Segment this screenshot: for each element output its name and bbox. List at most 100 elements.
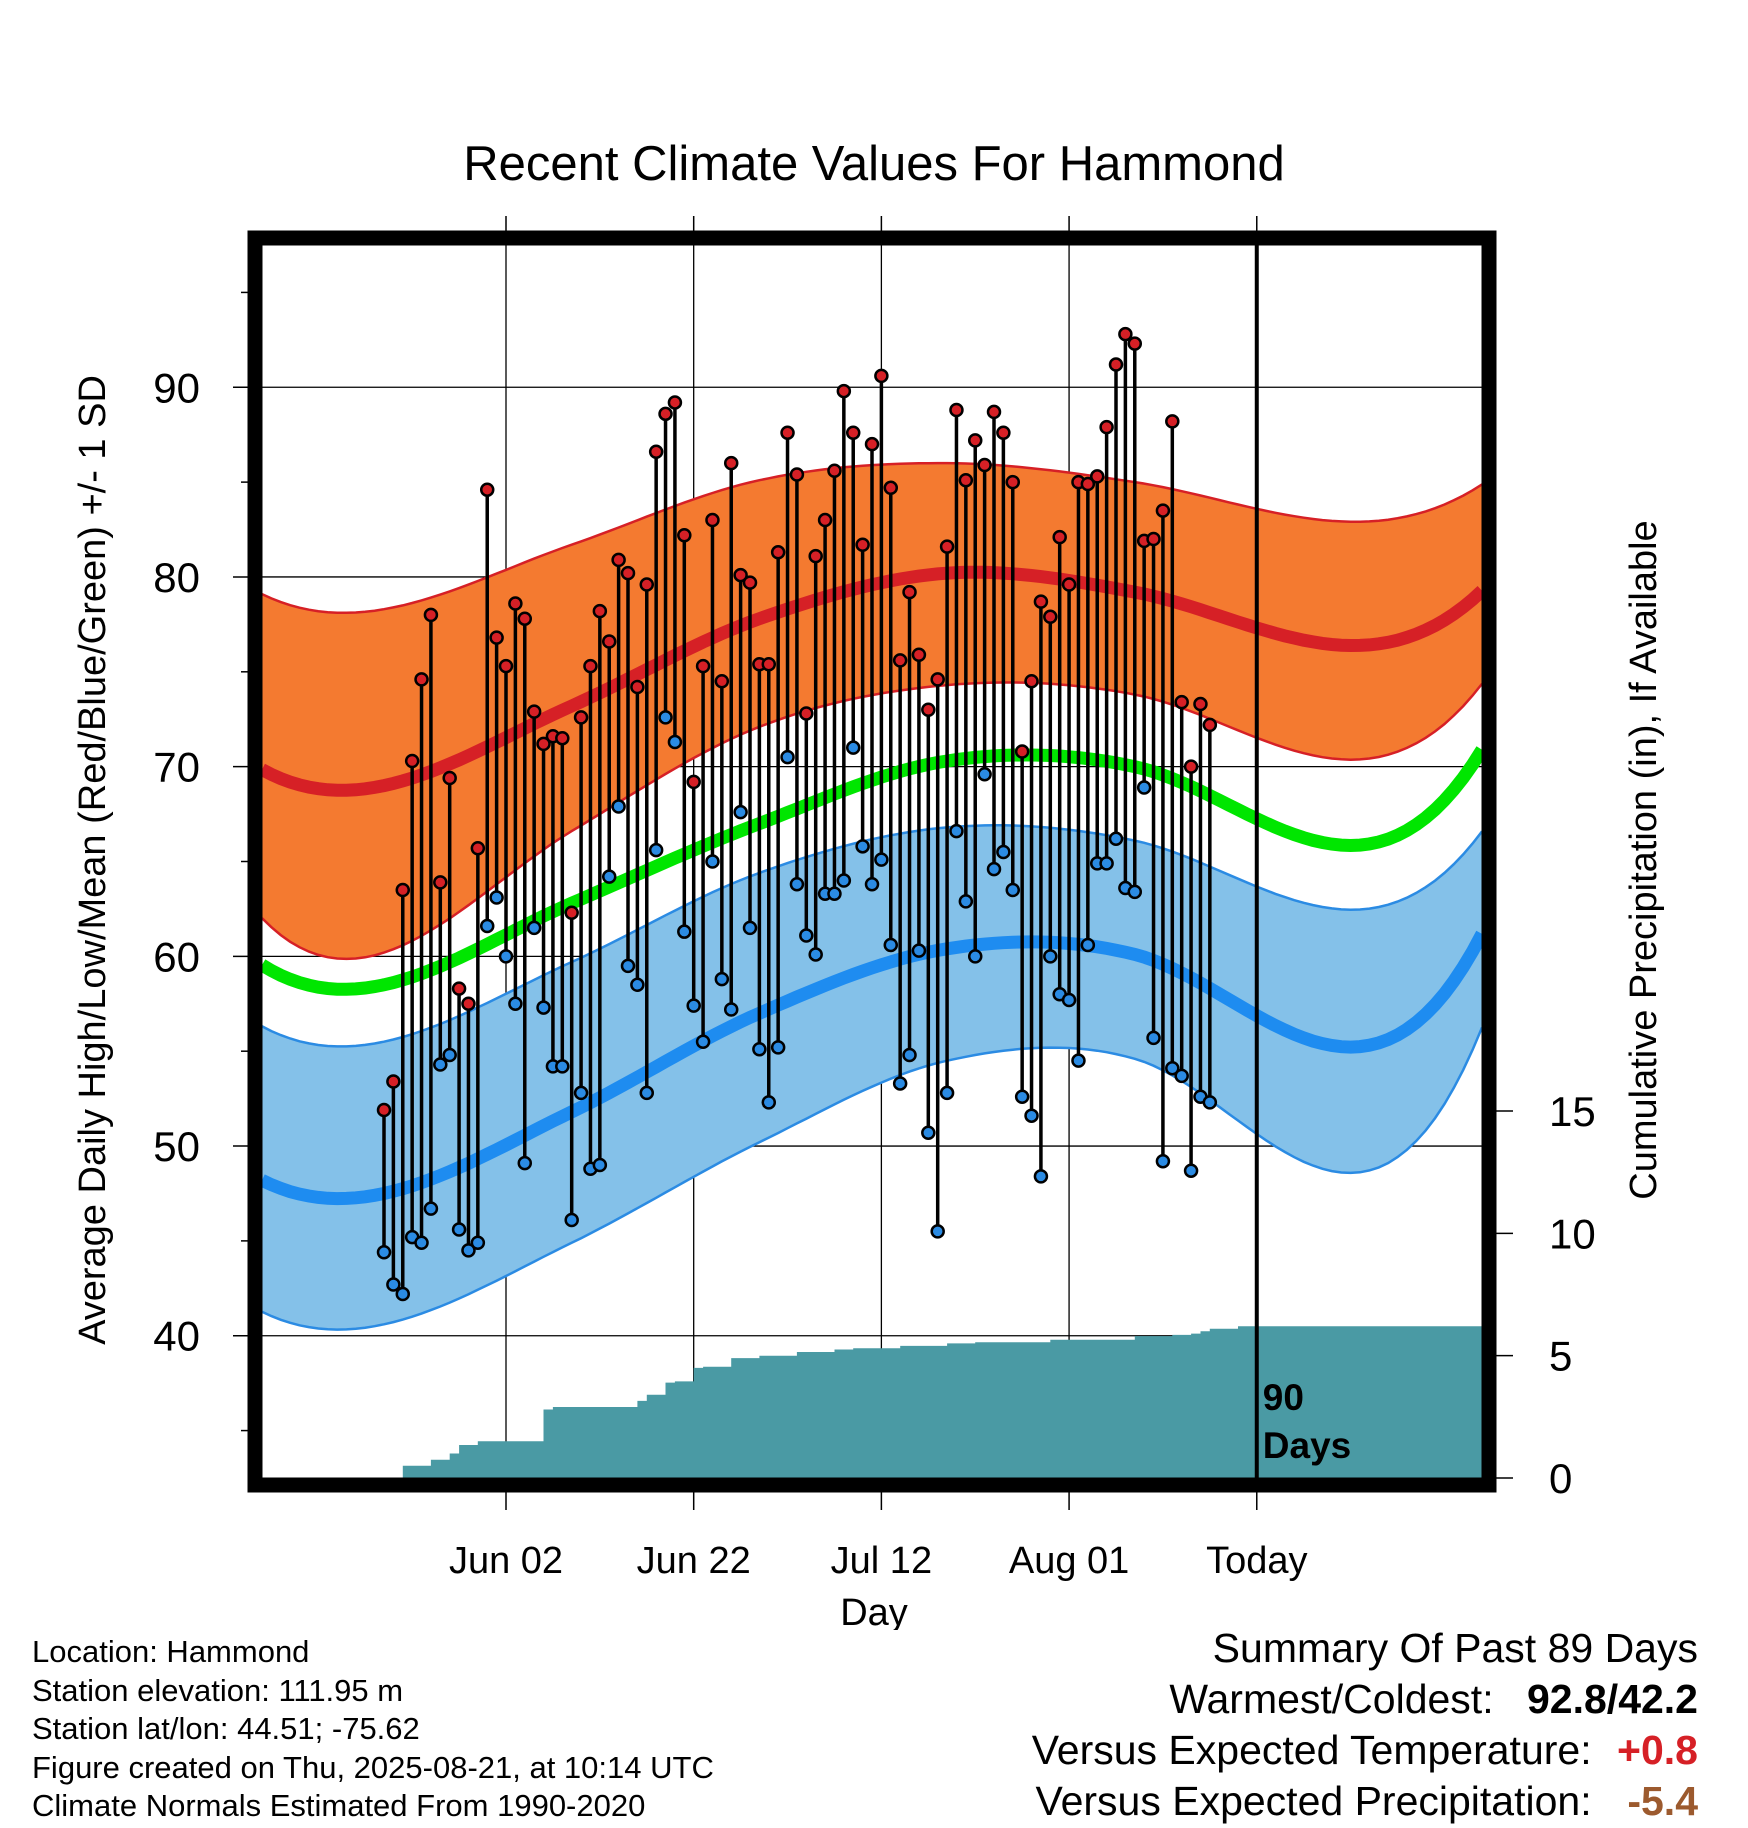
daily-low-point [855, 839, 870, 854]
daily-low-point [470, 1235, 486, 1251]
daily-high-point [658, 406, 673, 422]
daily-high-point [667, 395, 683, 410]
daily-low-point [648, 842, 664, 858]
daily-low-point [620, 958, 636, 974]
daily-low-point [677, 924, 692, 939]
x-tick-label: Jul 12 [831, 1540, 932, 1582]
daily-high-point [921, 702, 936, 717]
daily-low-point [986, 861, 1002, 877]
daily-high-point [470, 840, 486, 856]
daily-high-point [1108, 357, 1124, 372]
y2-tick-label: 0 [1549, 1455, 1572, 1502]
daily-high-point [1052, 529, 1067, 545]
daily-high-point [723, 455, 739, 471]
daily-high-point [742, 575, 758, 590]
daily-high-point [526, 704, 542, 719]
daily-high-point [555, 730, 570, 746]
daily-low-point [376, 1245, 392, 1260]
daily-high-point [996, 425, 1011, 441]
daily-low-point [1146, 1030, 1161, 1046]
daily-high-point [1014, 744, 1030, 759]
daily-high-point [404, 753, 420, 769]
daily-high-point [564, 905, 579, 920]
daily-high-point [864, 436, 880, 452]
daily-low-point [967, 949, 983, 964]
daily-low-point [789, 877, 805, 892]
daily-low-point [949, 823, 964, 839]
daily-low-point [386, 1277, 401, 1292]
daily-high-point [1127, 336, 1143, 351]
daily-high-point [508, 596, 523, 611]
chart-title: Recent Climate Values For Hammond [463, 137, 1285, 191]
daily-low-point [883, 937, 899, 953]
daily-low-point [601, 869, 617, 884]
daily-low-point [874, 852, 889, 867]
daily-low-point [461, 1243, 476, 1258]
daily-low-point [705, 854, 720, 869]
daily-low-point [433, 1057, 448, 1072]
daily-high-point [827, 463, 842, 478]
daily-high-point [911, 647, 927, 662]
daily-high-point [601, 634, 617, 649]
daily-low-point [1071, 1053, 1086, 1068]
daily-high-point [489, 630, 504, 645]
daily-low-point [742, 920, 758, 936]
y-tick-label: 70 [153, 744, 200, 791]
daily-high-point [677, 527, 692, 543]
daily-high-point [498, 658, 514, 674]
daily-high-point [620, 565, 636, 581]
daily-low-point [498, 949, 514, 964]
y2-axis-label: Cumulative Precipitation (in), If Availa… [1623, 520, 1665, 1199]
daily-high-point [845, 425, 861, 441]
created-text: Figure created on Thu, 2025-08-21, at 10… [32, 1749, 714, 1785]
daily-high-point [1155, 503, 1171, 518]
daily-low-point [836, 873, 852, 888]
daily-high-point [1165, 414, 1180, 429]
daily-low-point [667, 734, 683, 750]
y-tick-label: 40 [153, 1313, 200, 1360]
y2-tick-label: 10 [1549, 1210, 1596, 1257]
daily-high-point [611, 552, 626, 568]
daily-low-point [911, 943, 927, 958]
x-axis-label: Day [840, 1592, 908, 1630]
y2-tick-label: 5 [1549, 1333, 1572, 1380]
daily-high-point [1202, 717, 1218, 733]
daily-low-point [1080, 937, 1096, 953]
y-tick-label: 50 [153, 1123, 200, 1170]
daily-low-point [930, 1224, 945, 1239]
daily-high-point [883, 480, 899, 496]
daily-low-point [658, 710, 673, 725]
daily-low-point [686, 998, 701, 1013]
daily-high-point [1005, 474, 1021, 490]
daily-low-point [1033, 1169, 1049, 1184]
daily-high-point [949, 402, 964, 418]
y2-tick-label: 15 [1549, 1088, 1596, 1135]
daily-low-point [761, 1095, 777, 1110]
daily-low-point [1165, 1061, 1180, 1076]
daily-low-point [1155, 1153, 1171, 1169]
normal-low-line [262, 930, 1482, 1206]
daily-low-point [780, 749, 795, 765]
daily-high-point [939, 539, 955, 554]
daily-low-point [573, 1085, 589, 1101]
daily-low-point [414, 1235, 429, 1251]
daily-high-point [536, 736, 551, 752]
summary-heading: Summary Of Past 89 Days [1212, 1625, 1698, 1671]
plot-inner: 90 Days [262, 245, 1482, 1478]
daily-high-point [1043, 609, 1058, 625]
daily-high-point [1024, 674, 1039, 689]
daily-low-point [611, 799, 626, 814]
daily-low-point [892, 1076, 908, 1091]
daily-high-point [395, 882, 411, 898]
daily-high-point [1099, 419, 1114, 435]
daily-high-point [423, 607, 439, 623]
daily-high-point [442, 770, 457, 786]
daily-high-point [1089, 469, 1105, 484]
x-tick-label: Aug 01 [1009, 1540, 1129, 1582]
daily-low-point [939, 1085, 955, 1101]
daily-high-point [780, 425, 795, 441]
daily-high-point [1146, 531, 1161, 547]
location-text: Location: Hammond [32, 1634, 310, 1669]
daily-high-point [733, 567, 748, 583]
daily-low-point [1127, 884, 1143, 900]
